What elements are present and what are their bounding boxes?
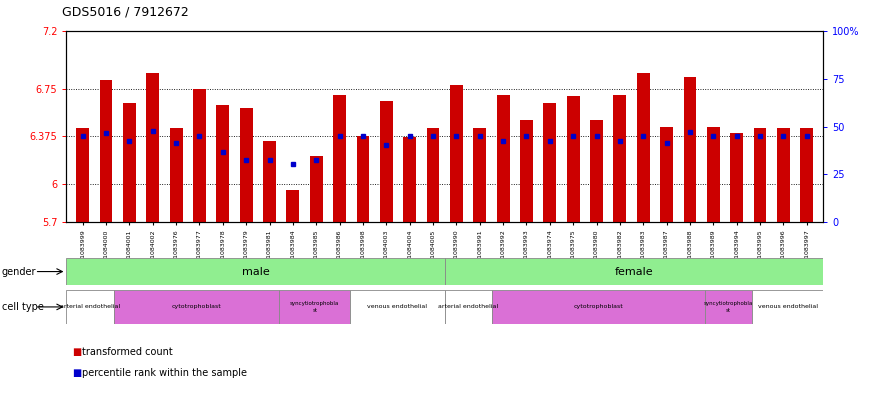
- Bar: [193, 88, 206, 222]
- Bar: [450, 85, 463, 222]
- Text: arterial endothelial: arterial endothelial: [438, 305, 498, 309]
- Bar: [404, 137, 416, 222]
- Bar: [146, 73, 159, 222]
- Text: arterial endothelial: arterial endothelial: [60, 305, 120, 309]
- Bar: [660, 127, 673, 222]
- Text: venous endothelial: venous endothelial: [758, 305, 818, 309]
- Bar: [350, 290, 445, 323]
- Bar: [473, 128, 486, 222]
- Text: cytotrophoblast: cytotrophoblast: [172, 305, 221, 309]
- Bar: [217, 105, 229, 222]
- Bar: [310, 156, 323, 222]
- Text: cell type: cell type: [2, 302, 43, 312]
- Bar: [427, 128, 440, 222]
- Text: venous endothelial: venous endothelial: [367, 305, 427, 309]
- Bar: [704, 290, 752, 323]
- Bar: [613, 95, 627, 222]
- Bar: [590, 120, 603, 222]
- Bar: [445, 290, 492, 323]
- Bar: [520, 120, 533, 222]
- Bar: [287, 190, 299, 222]
- Bar: [683, 77, 696, 222]
- Bar: [76, 128, 89, 222]
- Bar: [66, 258, 445, 285]
- Bar: [800, 128, 813, 222]
- Text: syncytiotrophobla
st: syncytiotrophobla st: [704, 301, 753, 312]
- Text: cytotrophoblast: cytotrophoblast: [573, 305, 623, 309]
- Bar: [263, 141, 276, 222]
- Bar: [777, 128, 789, 222]
- Bar: [753, 128, 766, 222]
- Bar: [113, 290, 279, 323]
- Text: syncytiotrophobla
st: syncytiotrophobla st: [290, 301, 339, 312]
- Bar: [170, 128, 182, 222]
- Bar: [100, 80, 112, 222]
- Text: GDS5016 / 7912672: GDS5016 / 7912672: [62, 6, 189, 19]
- Bar: [333, 95, 346, 222]
- Bar: [357, 136, 369, 222]
- Text: transformed count: transformed count: [82, 347, 173, 357]
- Bar: [543, 103, 557, 222]
- Text: male: male: [242, 266, 269, 277]
- Bar: [492, 290, 704, 323]
- Text: ■: ■: [73, 367, 81, 378]
- Bar: [496, 95, 510, 222]
- Bar: [752, 290, 823, 323]
- Bar: [637, 73, 650, 222]
- Bar: [279, 290, 350, 323]
- Bar: [445, 258, 823, 285]
- Text: female: female: [614, 266, 653, 277]
- Bar: [566, 96, 580, 222]
- Bar: [380, 101, 393, 222]
- Bar: [66, 290, 113, 323]
- Bar: [707, 127, 720, 222]
- Bar: [123, 103, 136, 222]
- Bar: [730, 133, 743, 222]
- Text: percentile rank within the sample: percentile rank within the sample: [82, 367, 247, 378]
- Bar: [240, 108, 252, 222]
- Text: gender: gender: [2, 266, 36, 277]
- Text: ■: ■: [73, 347, 81, 357]
